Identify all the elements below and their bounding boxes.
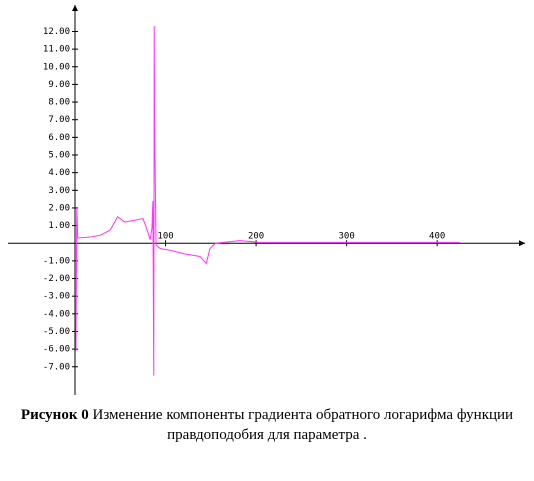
caption-text: Изменение компоненты градиента обратного…	[92, 407, 514, 443]
x-tick-label: 100	[157, 232, 173, 242]
x-arrow	[519, 240, 525, 247]
y-tick-label: 10.00	[43, 62, 70, 72]
y-tick-label: 4.00	[48, 168, 70, 178]
y-tick-label: -5.00	[43, 327, 70, 337]
y-tick-label: -6.00	[43, 345, 70, 355]
y-tick-label: 9.00	[48, 80, 70, 90]
y-tick-label: 8.00	[48, 98, 70, 108]
caption: Рисунок 0 Изменение компоненты градиента…	[20, 405, 514, 445]
y-tick-label: 12.00	[43, 27, 70, 37]
x-tick-label: 200	[248, 232, 264, 242]
y-arrow	[72, 5, 79, 11]
y-tick-label: 7.00	[48, 115, 70, 125]
y-tick-label: -3.00	[43, 292, 70, 302]
y-tick-label: 3.00	[48, 186, 70, 196]
y-tick-label: -1.00	[43, 256, 70, 266]
x-tick-label: 300	[338, 232, 354, 242]
x-tick-label: 400	[429, 232, 445, 242]
y-tick-label: 11.00	[43, 45, 70, 55]
y-tick-label: 1.00	[48, 221, 70, 231]
y-tick-label: 2.00	[48, 203, 70, 213]
chart: 12.00 11.00 10.00 9.00 8.00 7.00 6.00 5.00 4.00 3…	[8, 5, 525, 395]
caption-label: Рисунок 0	[20, 407, 89, 423]
line-series	[75, 26, 460, 376]
y-tick-label: 6.00	[48, 133, 70, 143]
y-tick-label: -2.00	[43, 274, 70, 284]
y-tick-label: -4.00	[43, 309, 70, 319]
y-tick-label: 5.00	[48, 151, 70, 161]
y-tick-label: -7.00	[43, 362, 70, 372]
